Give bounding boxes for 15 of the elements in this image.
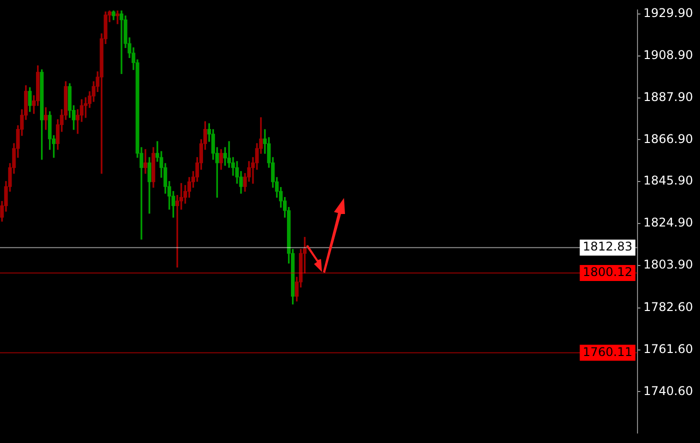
- y-tick-label: 1803.90: [643, 258, 693, 272]
- candlestick: [116, 10, 120, 24]
- y-tick-label: 1866.90: [643, 132, 693, 146]
- y-tick-label: 1782.60: [643, 300, 693, 314]
- y-tick-label: 1761.60: [643, 342, 693, 356]
- ref-line-label: 1800.12: [582, 265, 632, 280]
- candlestick: [120, 10, 124, 74]
- ref-line-label: 1812.83: [582, 240, 632, 254]
- y-tick-label: 1887.90: [643, 90, 693, 104]
- y-tick-label: 1845.90: [643, 174, 693, 188]
- y-tick-label: 1929.90: [643, 6, 693, 20]
- y-tick-label: 1740.60: [643, 384, 693, 398]
- ref-line-label: 1760.11: [582, 344, 632, 359]
- y-tick-label: 1824.90: [643, 216, 693, 230]
- y-tick-label: 1908.90: [643, 48, 693, 62]
